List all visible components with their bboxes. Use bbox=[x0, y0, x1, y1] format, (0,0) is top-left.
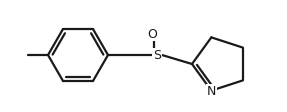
Text: S: S bbox=[153, 49, 161, 62]
Text: O: O bbox=[147, 28, 157, 41]
Text: N: N bbox=[207, 84, 216, 97]
